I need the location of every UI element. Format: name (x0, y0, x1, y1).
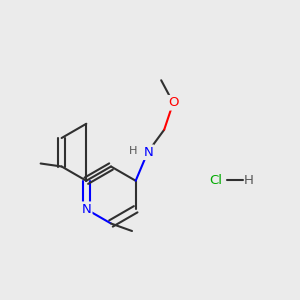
Text: H: H (244, 173, 254, 187)
Text: N: N (143, 146, 153, 159)
Text: O: O (168, 96, 178, 109)
Text: H: H (129, 146, 137, 156)
Text: Cl: Cl (209, 173, 223, 187)
Text: N: N (81, 203, 91, 216)
